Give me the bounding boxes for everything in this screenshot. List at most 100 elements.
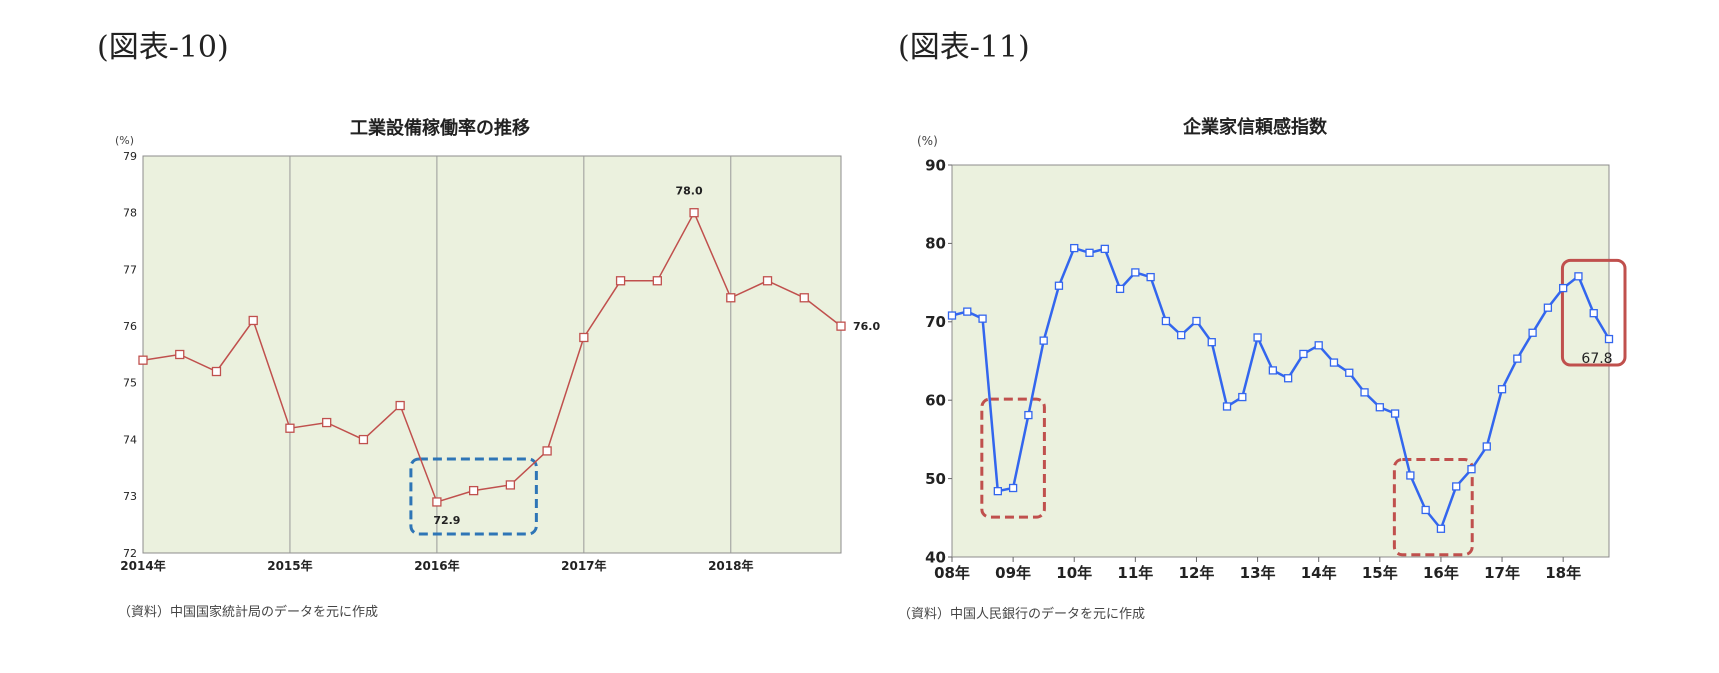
data-point: [579, 332, 589, 343]
figure-label-left: (図表-10): [97, 30, 229, 65]
data-point: [1131, 268, 1140, 277]
y-tick-label: 76: [123, 320, 137, 333]
highlight-box: [409, 457, 538, 536]
highlight-box: [1392, 457, 1474, 557]
data-point: [322, 417, 332, 428]
x-tick-label: 2016年: [414, 558, 459, 573]
data-point: [1513, 354, 1522, 363]
data-point: [1360, 388, 1369, 397]
data-point: [1543, 303, 1553, 312]
x-tick-label: 10年: [1056, 564, 1092, 582]
data-point: [726, 293, 736, 303]
y-tick-label: 73: [123, 490, 137, 503]
x-tick-label: 09年: [995, 564, 1031, 582]
x-tick-label: 16年: [1423, 564, 1459, 582]
data-point: [1436, 524, 1446, 533]
data-point: [1070, 243, 1079, 253]
data-point: [1406, 471, 1415, 480]
data-point: [1054, 281, 1064, 290]
data-label: 67.8: [1581, 351, 1612, 367]
data-point: [963, 307, 972, 316]
data-point: [211, 366, 222, 377]
data-point: [1421, 505, 1430, 515]
data-point: [1146, 272, 1155, 282]
data-point: [1528, 328, 1537, 337]
y-tick-label: 78: [123, 207, 137, 220]
figure-label-right: (図表-11): [898, 30, 1030, 65]
highlight-box: [1560, 258, 1627, 367]
data-point: [1085, 248, 1094, 257]
data-point: [1177, 330, 1186, 340]
y-tick-label: 72: [123, 547, 137, 560]
business-confidence-chart: 企業家信頼感指数 (%) 40 50 60 70 80 90 08年 09年 10年 11年 12…: [917, 116, 1627, 582]
plot-area: [142, 155, 842, 554]
capacity-utilization-chart: 工業設備稼働率の推移 (%) 72 73 74 75 76 77 78 79 2014年 201…: [115, 117, 880, 573]
chart-title: 企業家信頼感指数: [1182, 116, 1328, 138]
data-point: [1314, 341, 1323, 350]
data-point: [689, 208, 699, 218]
data-point: [1299, 349, 1308, 359]
y-tick-label: 74: [123, 433, 137, 446]
y-tick-label: 90: [925, 156, 946, 174]
x-tick-label: 13年: [1240, 564, 1276, 582]
data-point: [1268, 366, 1278, 375]
data-label: 72.9: [433, 514, 460, 527]
y-tick-label: 50: [925, 470, 946, 488]
data-point: [1559, 283, 1568, 293]
x-tick-label: 17年: [1484, 564, 1520, 582]
data-point: [1222, 402, 1232, 411]
x-tick-label: 2018年: [708, 558, 753, 573]
data-point: [652, 276, 662, 286]
y-tick-label: 40: [925, 548, 946, 566]
data-point: [1467, 465, 1476, 474]
highlight-box: [980, 397, 1046, 519]
data-point: [1574, 272, 1583, 281]
y-unit-label: (%): [917, 134, 938, 148]
series-line: [951, 246, 1611, 532]
data-point: [248, 315, 258, 326]
data-point: [138, 355, 148, 365]
source-note-right: （資料）中国人民銀行のデータを元に作成: [898, 607, 1146, 622]
y-unit-label: (%): [115, 134, 134, 147]
data-point: [1008, 483, 1018, 493]
data-point: [358, 434, 369, 445]
data-point: [1253, 333, 1262, 342]
data-point: [1390, 409, 1400, 418]
data-point: [993, 486, 1002, 496]
data-point: [1039, 336, 1048, 345]
data-point: [1207, 338, 1216, 347]
data-point: [836, 321, 846, 331]
data-point: [1192, 316, 1201, 326]
y-tick-label: 75: [123, 377, 137, 390]
data-point: [1345, 368, 1354, 377]
x-tick-label: 2015年: [267, 558, 312, 573]
plot-area: [951, 164, 1610, 558]
data-point: [432, 497, 442, 507]
y-tick-label: 80: [925, 235, 946, 253]
data-point: [1452, 482, 1461, 491]
y-tick-label: 70: [925, 313, 946, 331]
chart-title: 工業設備稼働率の推移: [350, 117, 530, 139]
data-point: [1024, 410, 1033, 420]
data-point: [947, 311, 957, 320]
data-point: [395, 400, 405, 411]
y-tick-label: 77: [123, 263, 137, 276]
data-point: [1238, 392, 1247, 402]
data-point: [762, 276, 773, 286]
y-tick-label: 79: [123, 150, 137, 163]
data-point: [1283, 374, 1293, 383]
data-point: [1604, 334, 1614, 344]
x-tick-label: 2017年: [561, 558, 606, 573]
data-point: [1100, 244, 1109, 254]
data-point: [1161, 316, 1171, 326]
data-point: [1482, 442, 1491, 451]
data-label: 76.0: [853, 320, 880, 333]
x-tick-label: 18年: [1545, 564, 1581, 582]
data-point: [1329, 358, 1339, 367]
data-point: [1375, 403, 1384, 412]
data-point: [542, 446, 552, 456]
x-tick-label: 11年: [1117, 564, 1153, 582]
series-line: [142, 210, 842, 503]
source-note-left: （資料）中国国家統計局のデータを元に作成: [118, 605, 379, 620]
data-label: 78.0: [675, 185, 702, 198]
